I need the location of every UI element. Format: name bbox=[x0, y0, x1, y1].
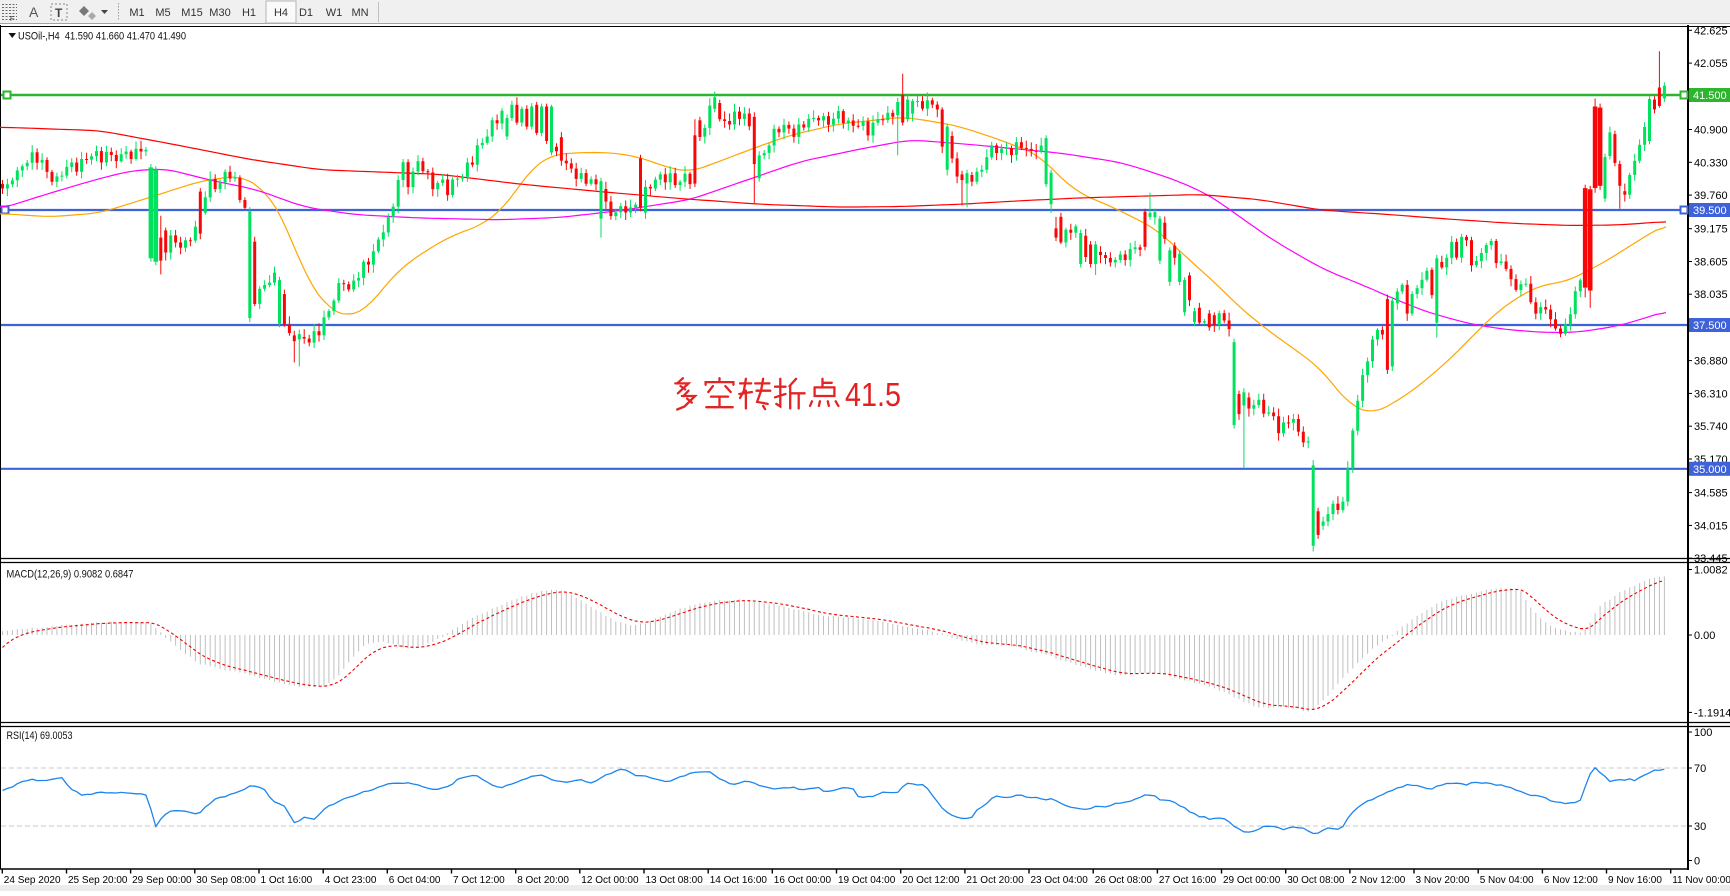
svg-text:2 Nov 12:00: 2 Nov 12:00 bbox=[1351, 875, 1405, 886]
svg-text:26 Oct 08:00: 26 Oct 08:00 bbox=[1095, 875, 1153, 886]
svg-text:27 Oct 16:00: 27 Oct 16:00 bbox=[1159, 875, 1217, 886]
svg-text:12 Oct 00:00: 12 Oct 00:00 bbox=[581, 875, 639, 886]
svg-text:42.625: 42.625 bbox=[1694, 25, 1728, 37]
svg-text:3 Nov 20:00: 3 Nov 20:00 bbox=[1416, 875, 1470, 886]
svg-text:6 Oct 04:00: 6 Oct 04:00 bbox=[389, 875, 441, 886]
svg-text:4 Oct 23:00: 4 Oct 23:00 bbox=[325, 875, 377, 886]
svg-text:14 Oct 16:00: 14 Oct 16:00 bbox=[710, 875, 768, 886]
svg-text:-1.1914: -1.1914 bbox=[1694, 707, 1730, 719]
svg-text:M1: M1 bbox=[129, 7, 144, 19]
svg-text:MN: MN bbox=[351, 7, 368, 19]
svg-text:24 Sep 2020: 24 Sep 2020 bbox=[4, 875, 61, 886]
svg-text:RSI(14) 69.0053: RSI(14) 69.0053 bbox=[7, 730, 73, 742]
svg-text:0.00: 0.00 bbox=[1694, 630, 1715, 642]
svg-text:70: 70 bbox=[1694, 763, 1706, 775]
svg-text:T: T bbox=[55, 6, 63, 20]
svg-text:39.175: 39.175 bbox=[1694, 224, 1728, 236]
svg-text:42.055: 42.055 bbox=[1694, 58, 1728, 70]
svg-text:9 Nov 16:00: 9 Nov 16:00 bbox=[1608, 875, 1662, 886]
svg-text:39.500: 39.500 bbox=[1693, 205, 1727, 217]
svg-text:F: F bbox=[10, 16, 14, 23]
svg-text:38.605: 38.605 bbox=[1694, 257, 1728, 269]
svg-text:21 Oct 20:00: 21 Oct 20:00 bbox=[966, 875, 1024, 886]
svg-text:16 Oct 00:00: 16 Oct 00:00 bbox=[774, 875, 832, 886]
svg-text:13 Oct 08:00: 13 Oct 08:00 bbox=[646, 875, 704, 886]
svg-text:35.740: 35.740 bbox=[1694, 421, 1728, 433]
svg-text:30: 30 bbox=[1694, 821, 1706, 833]
svg-text:D1: D1 bbox=[299, 7, 313, 19]
svg-text:A: A bbox=[29, 4, 39, 20]
svg-text:1 Oct 16:00: 1 Oct 16:00 bbox=[261, 875, 313, 886]
svg-text:30 Sep 08:00: 30 Sep 08:00 bbox=[196, 875, 256, 886]
svg-text:29 Oct 00:00: 29 Oct 00:00 bbox=[1223, 875, 1281, 886]
svg-text:5 Nov 04:00: 5 Nov 04:00 bbox=[1480, 875, 1534, 886]
svg-text:11 Nov 00:00: 11 Nov 00:00 bbox=[1672, 875, 1730, 886]
svg-text:29 Sep 00:00: 29 Sep 00:00 bbox=[132, 875, 192, 886]
svg-text:20 Oct 12:00: 20 Oct 12:00 bbox=[902, 875, 960, 886]
svg-text:W1: W1 bbox=[326, 7, 343, 19]
svg-text:35.000: 35.000 bbox=[1693, 464, 1727, 476]
svg-text:34.585: 34.585 bbox=[1694, 488, 1728, 500]
svg-text:36.310: 36.310 bbox=[1694, 388, 1728, 400]
svg-text:39.760: 39.760 bbox=[1694, 190, 1728, 202]
svg-text:USOil-,H4 41.590 41.660 41.47: USOil-,H4 41.590 41.660 41.470 41.490 bbox=[18, 31, 186, 43]
svg-text:34.015: 34.015 bbox=[1694, 520, 1728, 532]
svg-text:33.445: 33.445 bbox=[1694, 553, 1728, 565]
svg-text:23 Oct 04:00: 23 Oct 04:00 bbox=[1031, 875, 1089, 886]
svg-text:0: 0 bbox=[1694, 856, 1700, 868]
svg-text:1.0082: 1.0082 bbox=[1694, 565, 1728, 577]
svg-text:37.500: 37.500 bbox=[1693, 320, 1727, 332]
svg-text:H4: H4 bbox=[274, 7, 288, 19]
svg-text:40.900: 40.900 bbox=[1694, 125, 1728, 137]
svg-text:41.5: 41.5 bbox=[845, 376, 901, 413]
svg-text:8 Oct 20:00: 8 Oct 20:00 bbox=[517, 875, 569, 886]
svg-text:36.880: 36.880 bbox=[1694, 356, 1728, 368]
svg-text:M15: M15 bbox=[181, 7, 202, 19]
svg-text:38.035: 38.035 bbox=[1694, 289, 1728, 301]
svg-text:19 Oct 04:00: 19 Oct 04:00 bbox=[838, 875, 896, 886]
svg-text:100: 100 bbox=[1694, 727, 1712, 739]
svg-text:25 Sep 20:00: 25 Sep 20:00 bbox=[68, 875, 128, 886]
svg-text:7 Oct 12:00: 7 Oct 12:00 bbox=[453, 875, 505, 886]
svg-text:H1: H1 bbox=[242, 7, 256, 19]
svg-text:41.500: 41.500 bbox=[1693, 90, 1727, 102]
svg-text:30 Oct 08:00: 30 Oct 08:00 bbox=[1287, 875, 1345, 886]
svg-text:M5: M5 bbox=[155, 7, 170, 19]
svg-text:6 Nov 12:00: 6 Nov 12:00 bbox=[1544, 875, 1598, 886]
svg-text:MACD(12,26,9) 0.9082 0.6847: MACD(12,26,9) 0.9082 0.6847 bbox=[7, 569, 134, 581]
svg-text:40.330: 40.330 bbox=[1694, 157, 1728, 169]
svg-text:M30: M30 bbox=[209, 7, 230, 19]
